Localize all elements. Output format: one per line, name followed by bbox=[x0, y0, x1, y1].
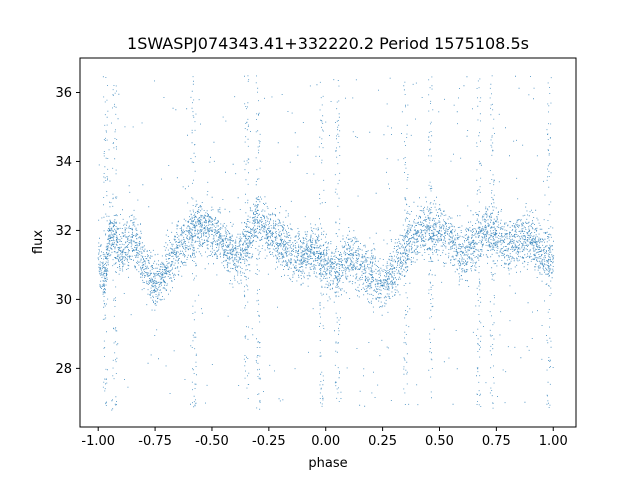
trend-point bbox=[382, 285, 384, 287]
outlier-streak bbox=[318, 81, 325, 407]
trend-point bbox=[450, 236, 452, 238]
trend-point bbox=[427, 226, 429, 228]
trend-point bbox=[200, 223, 202, 225]
trend-point bbox=[529, 236, 531, 238]
trend-point bbox=[507, 243, 509, 245]
trend-point bbox=[177, 247, 179, 249]
chart-title: 1SWASPJ074343.41+332220.2 Period 1575108… bbox=[127, 34, 529, 53]
trend-point bbox=[313, 247, 315, 249]
trend-point bbox=[268, 229, 270, 231]
trend-point bbox=[541, 254, 543, 256]
trend-point bbox=[473, 243, 475, 245]
data-points bbox=[97, 75, 555, 411]
x-axis-label: phase bbox=[308, 456, 347, 471]
trend-point bbox=[484, 226, 486, 228]
x-tick-label: 1.00 bbox=[539, 434, 568, 449]
trend-point bbox=[143, 264, 145, 266]
x-tick-label: -0.25 bbox=[252, 434, 286, 449]
trend-point bbox=[234, 257, 236, 259]
outlier-streak bbox=[428, 76, 434, 399]
trend-point bbox=[97, 257, 99, 259]
y-tick-label: 34 bbox=[55, 155, 72, 170]
x-tick-label: 0.25 bbox=[368, 434, 397, 449]
trend-point bbox=[188, 233, 190, 235]
trend-point bbox=[211, 229, 213, 231]
trend-point bbox=[404, 247, 406, 249]
x-tick-label: -0.75 bbox=[138, 434, 172, 449]
y-tick-label: 30 bbox=[55, 293, 72, 308]
outlier-streak bbox=[112, 85, 118, 410]
outlier-streak bbox=[403, 81, 409, 394]
trend-point bbox=[245, 243, 247, 245]
trend-point bbox=[120, 250, 122, 252]
trend-point bbox=[518, 240, 520, 242]
x-axis: -1.00 -0.75 -0.50 -0.25 0.00 0.25 0.50 0.75 1.00 bbox=[81, 427, 568, 449]
trend-point bbox=[416, 233, 418, 235]
trend-point bbox=[495, 233, 497, 235]
trend-point bbox=[461, 257, 463, 259]
trend-point bbox=[336, 271, 338, 273]
trend-point bbox=[104, 278, 106, 280]
trend-point bbox=[131, 236, 133, 238]
plot-frame bbox=[79, 57, 577, 428]
x-tick-label: 0.75 bbox=[482, 434, 511, 449]
trend-point bbox=[109, 229, 111, 231]
trend-point bbox=[222, 240, 224, 242]
y-axis: 28 30 32 34 36 bbox=[55, 86, 80, 377]
y-axis-label: flux bbox=[31, 230, 46, 254]
x-tick-label: 0.50 bbox=[425, 434, 454, 449]
trend-point bbox=[552, 257, 554, 259]
trend-point bbox=[279, 243, 281, 245]
trend-point bbox=[370, 274, 372, 276]
trend-point bbox=[154, 285, 156, 287]
trend-point bbox=[291, 250, 293, 252]
trend-point bbox=[438, 229, 440, 231]
y-tick-label: 36 bbox=[55, 86, 72, 101]
outlier-streak bbox=[489, 75, 495, 409]
trend-point bbox=[256, 219, 258, 221]
x-tick-label: -0.50 bbox=[195, 434, 229, 449]
trend-point bbox=[165, 267, 167, 269]
trend-point bbox=[359, 264, 361, 266]
trend-point bbox=[347, 254, 349, 256]
trend-point bbox=[393, 267, 395, 269]
trend-point bbox=[302, 257, 304, 259]
y-tick-label: 32 bbox=[55, 224, 72, 239]
x-tick-label: 0.00 bbox=[311, 434, 340, 449]
y-tick-label: 28 bbox=[55, 362, 72, 377]
x-tick-label: -1.00 bbox=[81, 434, 115, 449]
trend-point bbox=[325, 264, 327, 266]
